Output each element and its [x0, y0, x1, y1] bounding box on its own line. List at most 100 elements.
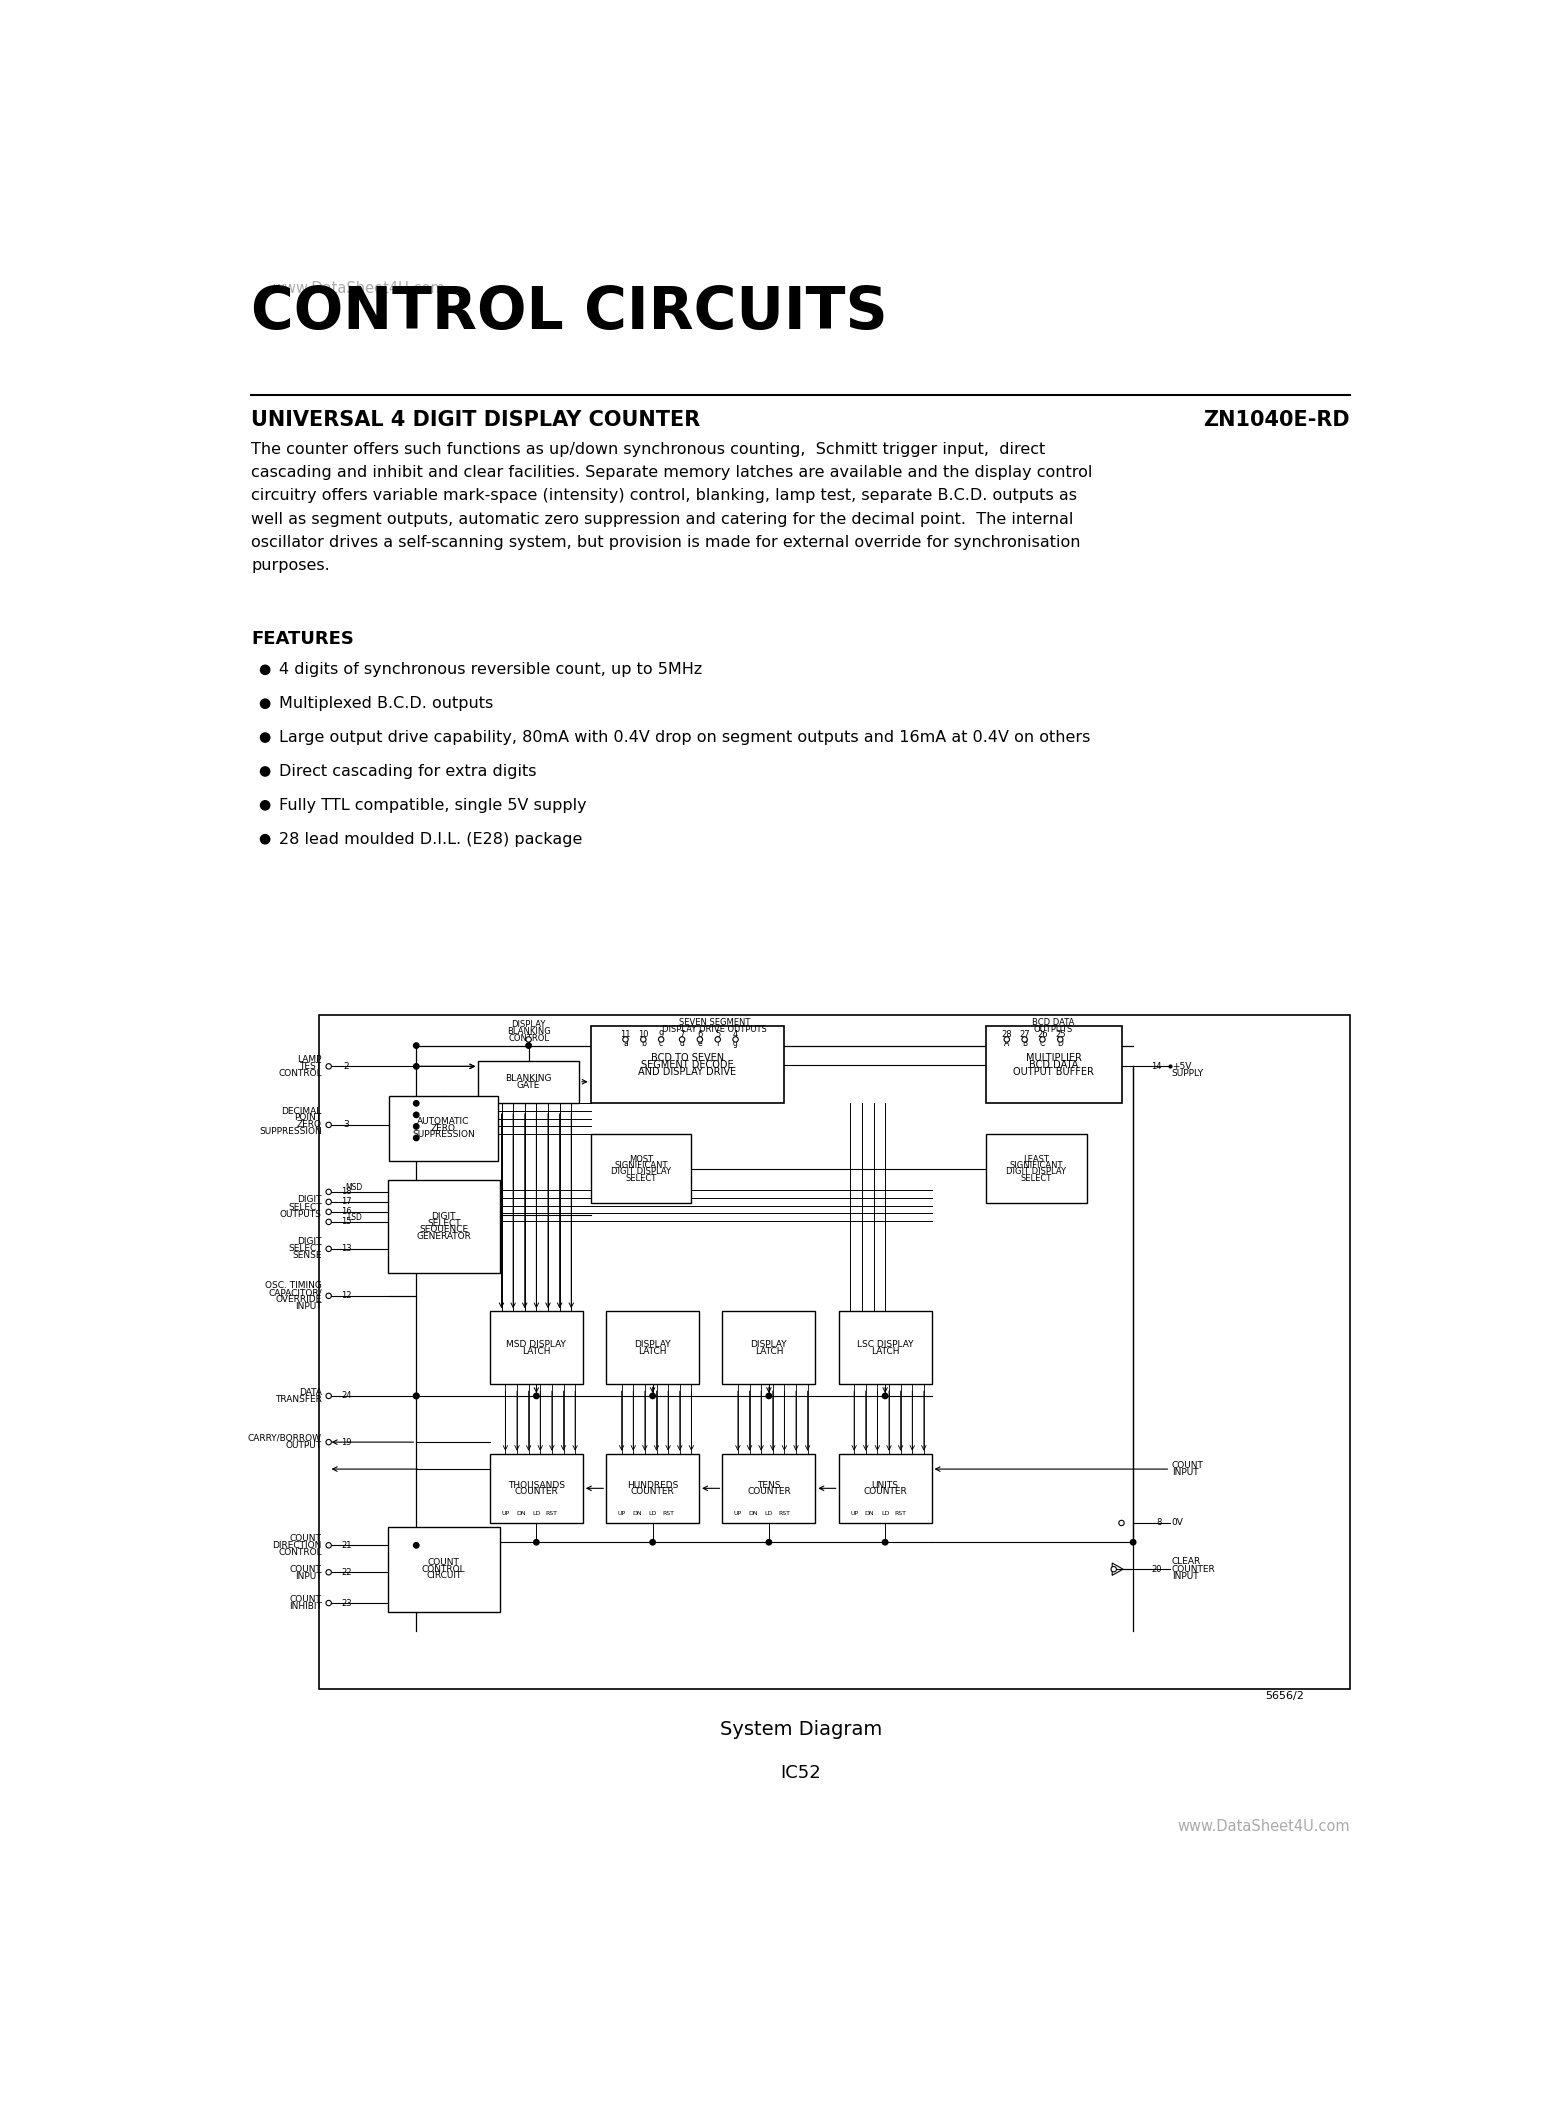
Text: 28: 28: [1002, 1031, 1013, 1039]
Text: Large output drive capability, 80mA with 0.4V drop on segment outputs and 16mA a: Large output drive capability, 80mA with…: [280, 730, 1091, 745]
Circle shape: [1058, 1037, 1063, 1041]
Text: UP: UP: [502, 1511, 510, 1517]
Text: oscillator drives a self-scanning system, but provision is made for external ove: oscillator drives a self-scanning system…: [252, 534, 1080, 549]
Text: UP: UP: [733, 1511, 742, 1517]
Circle shape: [327, 1218, 331, 1225]
Text: CARRY/BORROW: CARRY/BORROW: [247, 1433, 322, 1443]
Text: A: A: [1003, 1039, 1010, 1048]
Bar: [722, 1311, 816, 1384]
Text: TEST: TEST: [300, 1063, 322, 1071]
Text: DIGIT: DIGIT: [431, 1212, 456, 1220]
Text: LEAST: LEAST: [1024, 1155, 1049, 1164]
Circle shape: [261, 835, 270, 844]
Text: UP: UP: [617, 1511, 625, 1517]
Text: 11: 11: [621, 1031, 631, 1039]
Bar: [591, 1027, 785, 1102]
Text: COUNT: COUNT: [289, 1534, 322, 1542]
Text: SELECT: SELECT: [625, 1174, 656, 1182]
Bar: [591, 1134, 691, 1203]
Text: SUPPLY: SUPPLY: [1172, 1069, 1204, 1077]
Text: 18: 18: [341, 1187, 352, 1197]
Text: SELECT: SELECT: [288, 1203, 322, 1212]
Circle shape: [414, 1393, 419, 1399]
Text: SEVEN SEGMENT: SEVEN SEGMENT: [678, 1018, 750, 1027]
Text: 17: 17: [341, 1197, 352, 1206]
Bar: [388, 1528, 500, 1612]
Bar: [389, 1096, 497, 1161]
Text: INPUT: INPUT: [1172, 1469, 1199, 1477]
Circle shape: [714, 1037, 721, 1041]
Text: LD: LD: [649, 1511, 656, 1517]
Text: LSD: LSD: [347, 1212, 361, 1222]
Circle shape: [658, 1037, 664, 1041]
Text: 19: 19: [341, 1437, 352, 1448]
Circle shape: [414, 1100, 419, 1107]
Text: COUNTER: COUNTER: [863, 1488, 907, 1496]
Bar: [722, 1454, 816, 1523]
Text: COUNTER: COUNTER: [747, 1488, 791, 1496]
Text: 10: 10: [638, 1031, 649, 1039]
Text: TENS: TENS: [756, 1481, 780, 1490]
Text: AND DISPLAY DRIVE: AND DISPLAY DRIVE: [638, 1067, 736, 1077]
Circle shape: [650, 1393, 655, 1399]
Text: ZERO: ZERO: [297, 1121, 322, 1130]
Text: RST: RST: [778, 1511, 791, 1517]
Circle shape: [327, 1439, 331, 1445]
Circle shape: [261, 699, 270, 709]
Circle shape: [261, 665, 270, 675]
Circle shape: [1003, 1037, 1010, 1041]
Text: e: e: [697, 1039, 702, 1048]
Text: BCD TO SEVEN: BCD TO SEVEN: [650, 1052, 724, 1063]
Text: BLANKING: BLANKING: [505, 1075, 552, 1084]
Circle shape: [327, 1199, 331, 1206]
Text: www.DataSheet4U.com: www.DataSheet4U.com: [274, 280, 445, 295]
Text: 9: 9: [658, 1031, 664, 1039]
Text: 20: 20: [1152, 1565, 1161, 1574]
Circle shape: [414, 1542, 419, 1549]
Text: 14: 14: [1152, 1063, 1161, 1071]
Circle shape: [525, 1037, 531, 1041]
Circle shape: [327, 1210, 331, 1214]
Text: LD: LD: [882, 1511, 889, 1517]
Text: COUNT: COUNT: [428, 1559, 460, 1567]
Text: DN: DN: [749, 1511, 758, 1517]
Bar: [478, 1060, 578, 1102]
Text: DIGIT DISPLAY: DIGIT DISPLAY: [1007, 1168, 1066, 1176]
Text: c: c: [660, 1039, 663, 1048]
Bar: [606, 1311, 699, 1384]
Text: COUNTER: COUNTER: [514, 1488, 558, 1496]
Text: SELECT: SELECT: [427, 1218, 461, 1229]
Text: TRANSFER: TRANSFER: [275, 1395, 322, 1403]
Text: 28 lead moulded D.I.L. (E28) package: 28 lead moulded D.I.L. (E28) package: [280, 831, 583, 846]
Circle shape: [883, 1540, 888, 1544]
Text: DISPLAY: DISPLAY: [750, 1340, 788, 1349]
Text: 15: 15: [341, 1218, 352, 1227]
Circle shape: [327, 1065, 331, 1069]
Text: 22: 22: [341, 1567, 352, 1576]
Circle shape: [327, 1189, 331, 1195]
Text: BLANKING: BLANKING: [506, 1027, 550, 1037]
Text: UNITS: UNITS: [872, 1481, 899, 1490]
Text: DN: DN: [516, 1511, 525, 1517]
Text: +5V: +5V: [1172, 1063, 1191, 1071]
Text: DIGIT: DIGIT: [297, 1195, 322, 1203]
Circle shape: [414, 1044, 419, 1048]
Text: cascading and inhibit and clear facilities. Separate memory latches are availabl: cascading and inhibit and clear faciliti…: [252, 465, 1093, 480]
Text: SEQUENCE: SEQUENCE: [419, 1225, 469, 1235]
Circle shape: [533, 1540, 539, 1544]
Text: LAMP: LAMP: [297, 1054, 322, 1065]
Text: Direct cascading for extra digits: Direct cascading for extra digits: [280, 764, 536, 778]
Text: 5: 5: [716, 1031, 721, 1039]
Text: OUTPUTS: OUTPUTS: [280, 1210, 322, 1220]
Text: OUTPUTS: OUTPUTS: [1033, 1025, 1072, 1033]
Circle shape: [414, 1113, 419, 1117]
Text: UP: UP: [850, 1511, 858, 1517]
Text: AUTOMATIC: AUTOMATIC: [417, 1117, 469, 1126]
Text: LATCH: LATCH: [755, 1347, 783, 1355]
Text: DISPLAY: DISPLAY: [511, 1020, 545, 1029]
Text: System Diagram: System Diagram: [719, 1719, 882, 1738]
Text: SIGNIFICANT: SIGNIFICANT: [1010, 1161, 1063, 1170]
Text: SELECT: SELECT: [1021, 1174, 1052, 1182]
Text: CLEAR: CLEAR: [1172, 1557, 1200, 1565]
Text: circuitry offers variable mark-space (intensity) control, blanking, lamp test, s: circuitry offers variable mark-space (in…: [252, 488, 1077, 503]
